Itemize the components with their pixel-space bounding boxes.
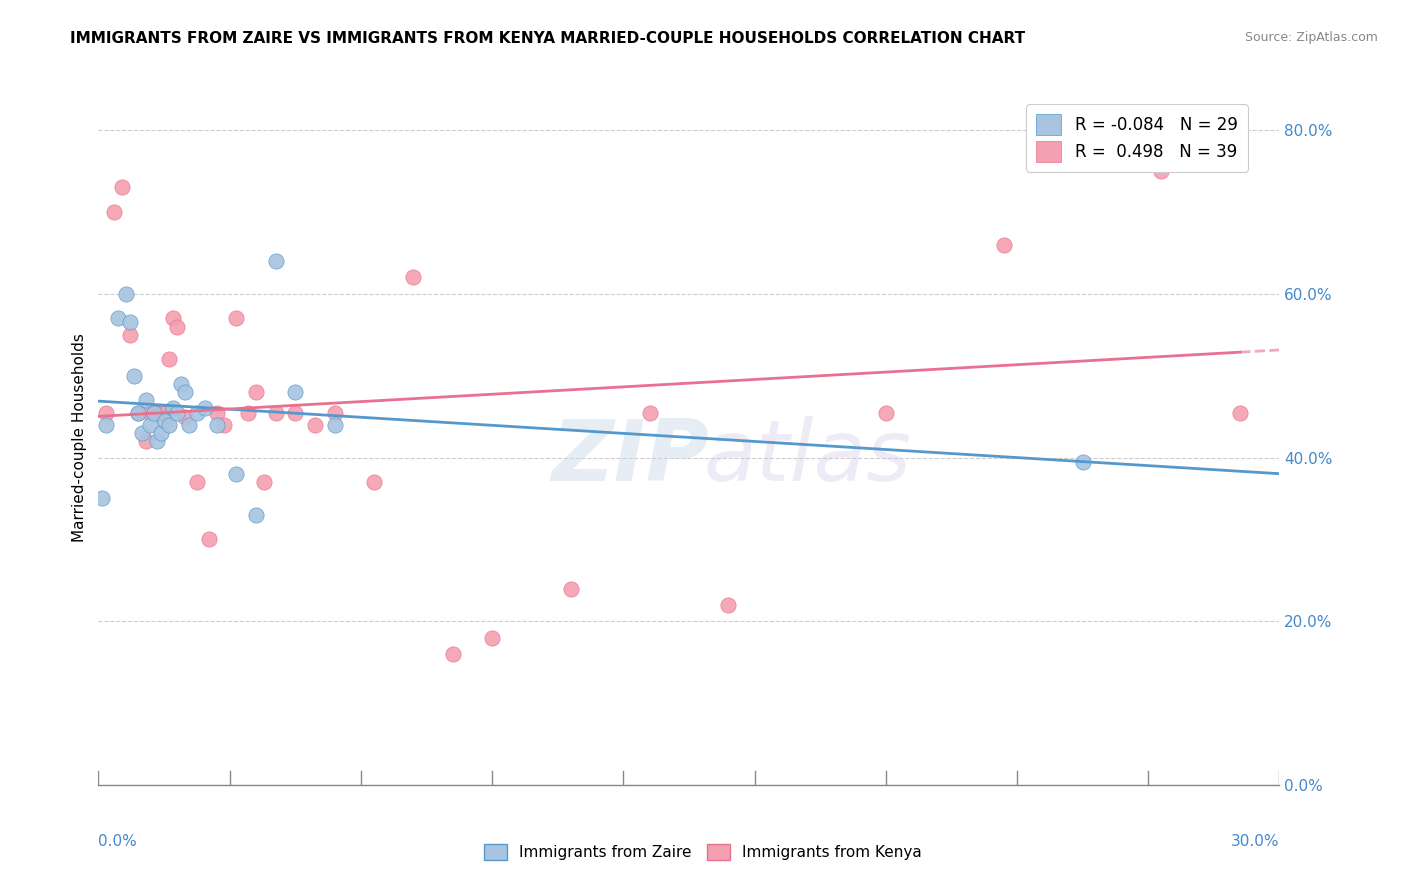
Text: atlas: atlas	[703, 417, 911, 500]
Point	[107, 311, 129, 326]
Point	[363, 475, 385, 489]
Point	[157, 417, 180, 432]
Text: ZIP: ZIP	[551, 417, 709, 500]
Point	[225, 311, 247, 326]
Point	[214, 417, 236, 432]
Point	[205, 405, 228, 419]
Text: 30.0%: 30.0%	[1232, 834, 1279, 848]
Point	[91, 491, 114, 506]
Point	[323, 405, 346, 419]
Text: 0.0%: 0.0%	[98, 834, 138, 848]
Point	[197, 533, 219, 547]
Point	[560, 582, 582, 596]
Text: IMMIGRANTS FROM ZAIRE VS IMMIGRANTS FROM KENYA MARRIED-COUPLE HOUSEHOLDS CORRELA: IMMIGRANTS FROM ZAIRE VS IMMIGRANTS FROM…	[70, 31, 1025, 46]
Point	[174, 385, 197, 400]
Point	[245, 508, 267, 522]
Point	[142, 405, 165, 419]
Point	[135, 434, 157, 449]
Point	[205, 417, 228, 432]
Point	[127, 405, 149, 419]
Point	[162, 311, 184, 326]
Point	[138, 405, 160, 419]
Point	[225, 467, 247, 481]
Point	[323, 417, 346, 432]
Point	[96, 417, 118, 432]
Point	[103, 205, 125, 219]
Point	[264, 405, 287, 419]
Point	[253, 475, 276, 489]
Y-axis label: Married-couple Households: Married-couple Households	[72, 333, 87, 541]
Point	[264, 254, 287, 268]
Point	[150, 425, 173, 440]
Point	[142, 405, 165, 419]
Point	[481, 631, 503, 645]
Point	[441, 647, 464, 661]
Point	[194, 401, 217, 416]
Point	[118, 316, 141, 330]
Point	[157, 352, 180, 367]
Point	[122, 368, 145, 383]
Point	[155, 414, 177, 428]
Point	[174, 409, 197, 424]
Point	[111, 180, 134, 194]
Point	[236, 405, 259, 419]
Point	[118, 327, 141, 342]
Point	[135, 393, 157, 408]
Point	[284, 385, 307, 400]
Point	[138, 417, 160, 432]
Point	[717, 598, 740, 612]
Point	[638, 405, 661, 419]
Point	[186, 475, 208, 489]
Point	[150, 405, 173, 419]
Point	[1150, 164, 1173, 178]
Text: Source: ZipAtlas.com: Source: ZipAtlas.com	[1244, 31, 1378, 45]
Point	[1229, 405, 1251, 419]
Point	[146, 434, 169, 449]
Point	[115, 286, 138, 301]
Point	[146, 405, 169, 419]
Point	[304, 417, 326, 432]
Point	[1071, 455, 1094, 469]
Point	[186, 405, 208, 419]
Point	[166, 405, 188, 419]
Legend: Immigrants from Zaire, Immigrants from Kenya: Immigrants from Zaire, Immigrants from K…	[478, 838, 928, 866]
Point	[177, 417, 200, 432]
Point	[1071, 131, 1094, 145]
Legend: R = -0.084   N = 29, R =  0.498   N = 39: R = -0.084 N = 29, R = 0.498 N = 39	[1026, 104, 1247, 172]
Point	[170, 376, 193, 391]
Point	[245, 385, 267, 400]
Point	[96, 405, 118, 419]
Point	[284, 405, 307, 419]
Point	[402, 270, 425, 285]
Point	[875, 405, 897, 419]
Point	[131, 425, 153, 440]
Point	[127, 405, 149, 419]
Point	[166, 319, 188, 334]
Point	[155, 405, 177, 419]
Point	[162, 401, 184, 416]
Point	[993, 237, 1015, 252]
